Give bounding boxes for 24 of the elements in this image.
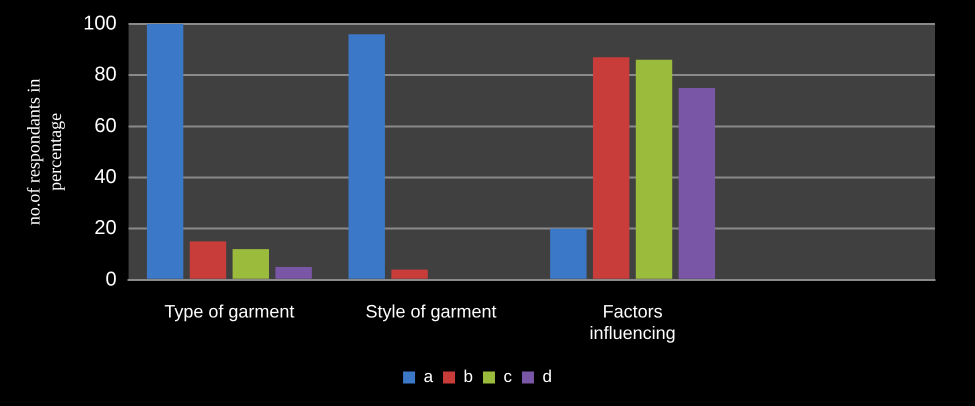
bar — [190, 241, 226, 279]
x-tick-label: Style of garment — [365, 302, 497, 322]
bar — [232, 249, 269, 279]
y-tick-label: 40 — [94, 166, 117, 188]
bar — [678, 88, 716, 279]
y-tick-label: 80 — [94, 64, 117, 86]
legend-label: a — [424, 367, 434, 386]
y-tick-label: 0 — [105, 268, 117, 290]
y-tick-label: 20 — [94, 217, 117, 240]
legend-label: d — [542, 367, 552, 386]
bar — [348, 34, 385, 279]
legend-label: b — [464, 367, 473, 386]
bar — [592, 57, 630, 279]
bar — [550, 228, 587, 279]
x-tick-label: Factors influencing — [590, 302, 676, 344]
legend-label: c — [503, 367, 512, 386]
bar — [275, 267, 312, 279]
bar — [146, 24, 184, 279]
bar — [636, 60, 672, 279]
y-axis-title: no.of respondants in percentage — [24, 78, 66, 226]
x-tick-label: Type of garment — [164, 302, 294, 322]
y-tick-label: 100 — [83, 12, 117, 35]
bar — [391, 270, 428, 279]
y-tick-label: 60 — [94, 114, 117, 137]
